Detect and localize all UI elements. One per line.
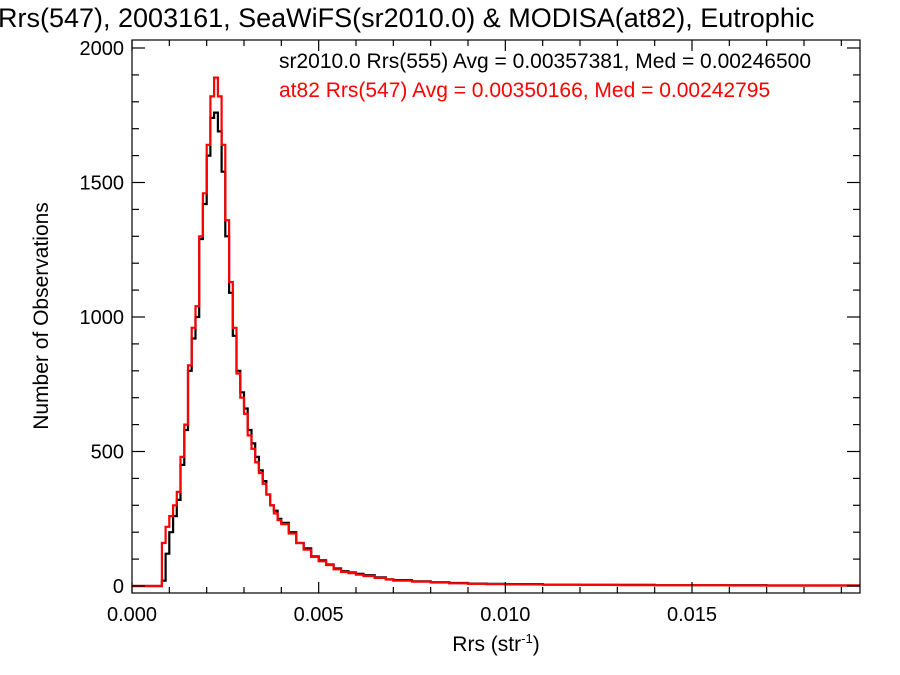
x-tick-label: 0.010 bbox=[480, 604, 530, 626]
legend-entry-black: sr2010.0 Rrs(555) Avg = 0.00357381, Med … bbox=[279, 50, 811, 73]
plot-frame bbox=[131, 39, 861, 594]
y-tick-label: 2000 bbox=[80, 38, 125, 60]
y-tick-label: 0 bbox=[113, 576, 124, 598]
x-tick-label: 0.000 bbox=[107, 604, 157, 626]
plot-area: 0.000 0.005 0.010 0.015 0 500 1000 1500 2000 bbox=[80, 38, 861, 626]
y-tick-label: 1500 bbox=[80, 173, 125, 195]
chart-title: Rrs(547), 2003161, SeaWiFS(sr2010.0) & M… bbox=[0, 3, 814, 33]
y-tick-label: 1000 bbox=[80, 307, 125, 329]
histogram-line-at82 bbox=[132, 76, 860, 588]
x-axis-label-close: ) bbox=[533, 633, 540, 656]
x-tick-label: 0.005 bbox=[294, 604, 344, 626]
legend-entry-red: at82 Rrs(547) Avg = 0.00350166, Med = 0.… bbox=[279, 79, 770, 102]
series-group bbox=[132, 76, 860, 588]
x-axis-label-main: Rrs (str bbox=[452, 633, 521, 656]
y-axis-label: Number of Observations bbox=[30, 202, 53, 430]
x-axis-label-superscript: -1 bbox=[521, 631, 533, 646]
ticks-group: 0.000 0.005 0.010 0.015 0 500 1000 1500 2000 bbox=[80, 38, 860, 626]
legend: sr2010.0 Rrs(555) Avg = 0.00357381, Med … bbox=[279, 50, 811, 102]
x-tick-label: 0.015 bbox=[667, 604, 717, 626]
histogram-line-sr2010 bbox=[132, 111, 860, 588]
x-axis-label: Rrs (str-1) bbox=[452, 631, 539, 656]
y-tick-label: 500 bbox=[91, 442, 124, 464]
